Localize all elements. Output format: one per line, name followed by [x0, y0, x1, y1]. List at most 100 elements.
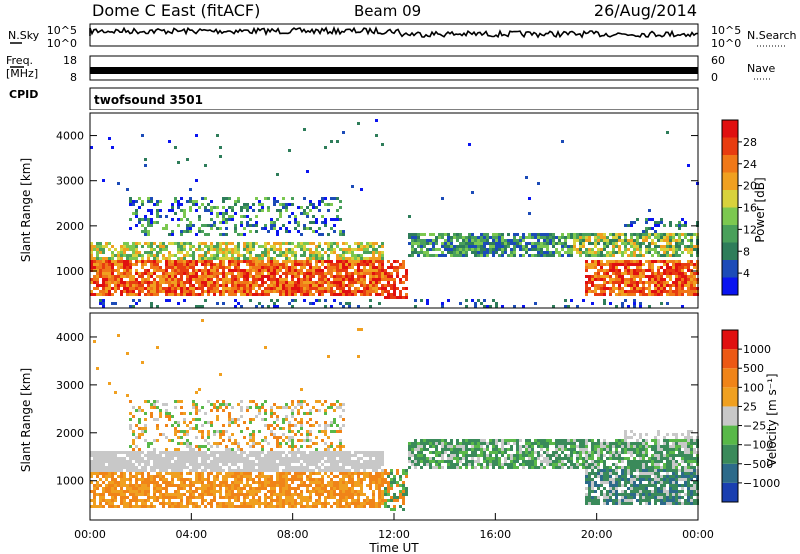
heatmap-cell — [252, 481, 255, 484]
heatmap-cell — [174, 463, 177, 466]
heatmap-cell — [258, 302, 261, 305]
heatmap-cell — [282, 421, 285, 424]
heatmap-cell — [249, 400, 252, 403]
heatmap-cell — [558, 251, 561, 254]
heatmap-cell — [360, 263, 363, 266]
heatmap-cell — [225, 266, 228, 269]
heatmap-cell — [312, 281, 315, 284]
heatmap-cell — [579, 233, 582, 236]
heatmap-cell — [267, 496, 270, 499]
heatmap-cell — [243, 227, 246, 230]
heatmap-cell — [621, 254, 624, 257]
heatmap-cell — [561, 233, 564, 236]
heatmap-cell — [231, 463, 234, 466]
heatmap-cell — [258, 487, 261, 490]
heatmap-cell — [132, 287, 135, 290]
heatmap-cell — [381, 275, 384, 278]
heatmap-cell — [168, 502, 171, 505]
heatmap-cell — [339, 445, 342, 448]
heatmap-cell — [219, 146, 222, 149]
heatmap-cell — [660, 266, 663, 269]
heatmap-cell — [195, 278, 198, 281]
heatmap-cell — [600, 254, 603, 257]
heatmap-cell — [285, 469, 288, 472]
heatmap-cell — [96, 367, 99, 370]
heatmap-cell — [678, 281, 681, 284]
heatmap-cell — [228, 272, 231, 275]
heatmap-cell — [303, 281, 306, 284]
colorbar-tick-label: 28 — [743, 136, 757, 149]
heatmap-cell — [231, 254, 234, 257]
heatmap-cell — [165, 287, 168, 290]
heatmap-cell — [273, 275, 276, 278]
heatmap-cell — [108, 487, 111, 490]
heatmap-cell — [609, 233, 612, 236]
heatmap-cell — [321, 248, 324, 251]
heatmap-cell — [117, 254, 120, 257]
heatmap-cell — [222, 218, 225, 221]
heatmap-cell — [186, 200, 189, 203]
heatmap-cell — [195, 412, 198, 415]
heatmap-cell — [282, 478, 285, 481]
heatmap-cell — [291, 502, 294, 505]
heatmap-cell — [378, 484, 381, 487]
heatmap-cell — [258, 409, 261, 412]
heatmap-cell — [381, 254, 384, 257]
heatmap-cell — [111, 475, 114, 478]
heatmap-cell — [159, 215, 162, 218]
heatmap-cell — [162, 496, 165, 499]
heatmap-cell — [348, 248, 351, 251]
heatmap-cell — [264, 463, 267, 466]
heatmap-cell — [396, 269, 399, 272]
heatmap-cell — [420, 242, 423, 245]
heatmap-cell — [174, 502, 177, 505]
heatmap-cell — [159, 472, 162, 475]
heatmap-cell — [186, 451, 189, 454]
heatmap-cell — [138, 421, 141, 424]
heatmap-cell — [378, 269, 381, 272]
heatmap-cell — [387, 284, 390, 287]
heatmap-cell — [264, 287, 267, 290]
heatmap-cell — [198, 230, 201, 233]
heatmap-cell — [162, 478, 165, 481]
heatmap-cell — [435, 242, 438, 245]
heatmap-cell — [351, 478, 354, 481]
heatmap-cell — [291, 305, 294, 308]
heatmap-cell — [204, 487, 207, 490]
heatmap-cell — [651, 293, 654, 296]
nsky-trace — [89, 25, 699, 39]
heatmap-cell — [642, 287, 645, 290]
heatmap-cell — [372, 275, 375, 278]
heatmap-cell — [390, 278, 393, 281]
heatmap-cell — [102, 290, 105, 293]
heatmap-cell — [249, 284, 252, 287]
heatmap-cell — [162, 248, 165, 251]
heatmap-cell — [327, 245, 330, 248]
heatmap-cell — [666, 245, 669, 248]
heatmap-cell — [318, 287, 321, 290]
heatmap-cell — [186, 290, 189, 293]
heatmap-cell — [501, 236, 504, 239]
heatmap-cell — [156, 490, 159, 493]
heatmap-cell — [261, 502, 264, 505]
heatmap-cell — [129, 490, 132, 493]
heatmap-cell — [225, 454, 228, 457]
heatmap-cell — [315, 290, 318, 293]
heatmap-cell — [663, 260, 666, 263]
heatmap-cell — [546, 251, 549, 254]
heatmap-cell — [330, 248, 333, 251]
heatmap-cell — [183, 466, 186, 469]
heatmap-cell — [486, 233, 489, 236]
heatmap-cell — [141, 284, 144, 287]
heatmap-cell — [228, 403, 231, 406]
heatmap-cell — [345, 302, 348, 305]
heatmap-cell — [204, 281, 207, 284]
heatmap-cell — [195, 203, 198, 206]
heatmap-cell — [690, 278, 693, 281]
heatmap-cell — [210, 290, 213, 293]
heatmap-cell — [204, 272, 207, 275]
heatmap-cell — [102, 496, 105, 499]
heatmap-cell — [177, 260, 180, 263]
heatmap-cell — [441, 197, 444, 200]
